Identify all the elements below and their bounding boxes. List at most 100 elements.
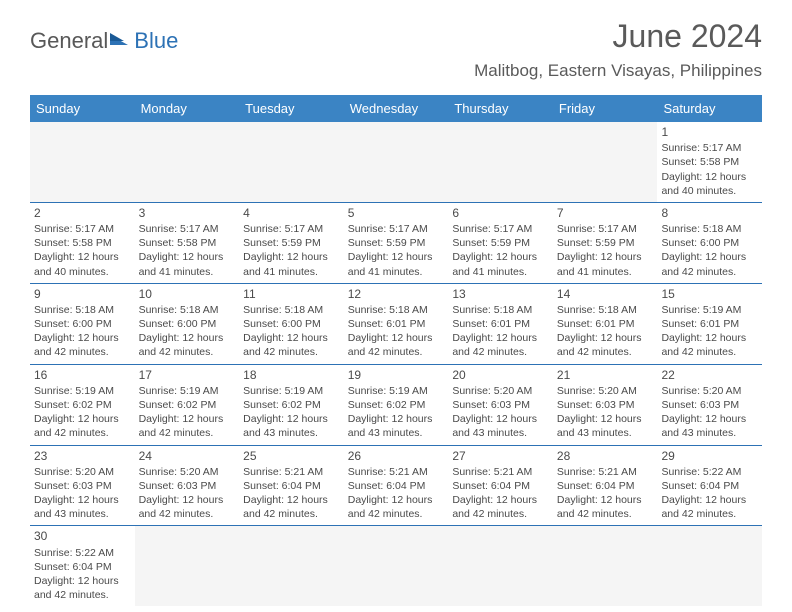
day-detail-day2: and 42 minutes. — [139, 507, 236, 521]
day-detail-sunrise: Sunrise: 5:18 AM — [139, 303, 236, 317]
title-block: June 2024 Malitbog, Eastern Visayas, Phi… — [474, 18, 762, 81]
day-detail-day2: and 42 minutes. — [243, 507, 340, 521]
day-detail-sunset: Sunset: 5:59 PM — [243, 236, 340, 250]
day-detail-sunrise: Sunrise: 5:21 AM — [348, 465, 445, 479]
calendar-cell: 14Sunrise: 5:18 AMSunset: 6:01 PMDayligh… — [553, 284, 658, 364]
calendar-cell-empty — [239, 526, 344, 606]
day-detail-day2: and 42 minutes. — [661, 507, 758, 521]
dayname-header: Sunday — [30, 95, 135, 122]
day-detail-sunset: Sunset: 6:04 PM — [557, 479, 654, 493]
day-detail-day1: Daylight: 12 hours — [452, 412, 549, 426]
day-detail-sunset: Sunset: 6:02 PM — [243, 398, 340, 412]
calendar-cell-empty — [239, 122, 344, 202]
calendar-cell-empty — [553, 122, 658, 202]
day-detail-day1: Daylight: 12 hours — [452, 331, 549, 345]
day-detail-sunset: Sunset: 6:02 PM — [34, 398, 131, 412]
calendar-cell: 25Sunrise: 5:21 AMSunset: 6:04 PMDayligh… — [239, 446, 344, 526]
calendar-cell: 21Sunrise: 5:20 AMSunset: 6:03 PMDayligh… — [553, 365, 658, 445]
day-detail-day1: Daylight: 12 hours — [139, 250, 236, 264]
calendar-cell: 26Sunrise: 5:21 AMSunset: 6:04 PMDayligh… — [344, 446, 449, 526]
calendar-cell: 16Sunrise: 5:19 AMSunset: 6:02 PMDayligh… — [30, 365, 135, 445]
day-detail-day2: and 40 minutes. — [661, 184, 758, 198]
day-number: 2 — [34, 205, 131, 221]
day-detail-day2: and 41 minutes. — [557, 265, 654, 279]
day-number: 21 — [557, 367, 654, 383]
dayname-header: Thursday — [448, 95, 553, 122]
day-detail-sunrise: Sunrise: 5:22 AM — [661, 465, 758, 479]
day-detail-sunrise: Sunrise: 5:21 AM — [452, 465, 549, 479]
calendar-header-row: SundayMondayTuesdayWednesdayThursdayFrid… — [30, 95, 762, 122]
calendar-cell: 6Sunrise: 5:17 AMSunset: 5:59 PMDaylight… — [448, 203, 553, 283]
day-detail-sunset: Sunset: 6:04 PM — [243, 479, 340, 493]
day-detail-sunset: Sunset: 6:01 PM — [661, 317, 758, 331]
calendar-cell: 9Sunrise: 5:18 AMSunset: 6:00 PMDaylight… — [30, 284, 135, 364]
calendar-cell: 8Sunrise: 5:18 AMSunset: 6:00 PMDaylight… — [657, 203, 762, 283]
day-number: 28 — [557, 448, 654, 464]
day-number: 17 — [139, 367, 236, 383]
day-detail-sunset: Sunset: 6:03 PM — [34, 479, 131, 493]
day-detail-sunset: Sunset: 6:03 PM — [661, 398, 758, 412]
day-number: 3 — [139, 205, 236, 221]
day-detail-day2: and 42 minutes. — [34, 588, 131, 602]
day-number: 5 — [348, 205, 445, 221]
day-detail-sunrise: Sunrise: 5:17 AM — [348, 222, 445, 236]
location-subtitle: Malitbog, Eastern Visayas, Philippines — [474, 61, 762, 81]
day-detail-sunset: Sunset: 6:00 PM — [661, 236, 758, 250]
day-detail-day1: Daylight: 12 hours — [34, 412, 131, 426]
day-number: 11 — [243, 286, 340, 302]
logo: GeneralBlue — [30, 18, 178, 54]
calendar-cell-empty — [135, 122, 240, 202]
day-detail-day1: Daylight: 12 hours — [661, 170, 758, 184]
day-detail-sunset: Sunset: 6:04 PM — [452, 479, 549, 493]
day-detail-day2: and 41 minutes. — [452, 265, 549, 279]
calendar-cell: 13Sunrise: 5:18 AMSunset: 6:01 PMDayligh… — [448, 284, 553, 364]
calendar-row: 30Sunrise: 5:22 AMSunset: 6:04 PMDayligh… — [30, 526, 762, 606]
day-detail-day1: Daylight: 12 hours — [452, 493, 549, 507]
calendar-cell: 30Sunrise: 5:22 AMSunset: 6:04 PMDayligh… — [30, 526, 135, 606]
day-number: 7 — [557, 205, 654, 221]
calendar-cell: 11Sunrise: 5:18 AMSunset: 6:00 PMDayligh… — [239, 284, 344, 364]
day-detail-sunrise: Sunrise: 5:18 AM — [557, 303, 654, 317]
calendar-cell-empty — [657, 526, 762, 606]
calendar-cell: 4Sunrise: 5:17 AMSunset: 5:59 PMDaylight… — [239, 203, 344, 283]
day-detail-day1: Daylight: 12 hours — [661, 331, 758, 345]
day-number: 15 — [661, 286, 758, 302]
day-detail-day1: Daylight: 12 hours — [348, 493, 445, 507]
day-detail-day1: Daylight: 12 hours — [34, 493, 131, 507]
day-detail-sunrise: Sunrise: 5:19 AM — [34, 384, 131, 398]
calendar-cell: 17Sunrise: 5:19 AMSunset: 6:02 PMDayligh… — [135, 365, 240, 445]
day-detail-sunset: Sunset: 6:01 PM — [557, 317, 654, 331]
day-detail-day2: and 42 minutes. — [34, 426, 131, 440]
day-detail-day1: Daylight: 12 hours — [34, 250, 131, 264]
calendar-cell-empty — [344, 526, 449, 606]
day-detail-sunset: Sunset: 5:58 PM — [139, 236, 236, 250]
day-detail-day2: and 41 minutes. — [243, 265, 340, 279]
day-detail-day1: Daylight: 12 hours — [661, 493, 758, 507]
day-detail-day2: and 42 minutes. — [139, 345, 236, 359]
day-detail-sunset: Sunset: 5:59 PM — [452, 236, 549, 250]
day-detail-sunset: Sunset: 6:01 PM — [348, 317, 445, 331]
day-number: 20 — [452, 367, 549, 383]
day-detail-day2: and 40 minutes. — [34, 265, 131, 279]
day-number: 14 — [557, 286, 654, 302]
calendar-row: 2Sunrise: 5:17 AMSunset: 5:58 PMDaylight… — [30, 203, 762, 284]
dayname-header: Monday — [135, 95, 240, 122]
day-number: 24 — [139, 448, 236, 464]
day-detail-day1: Daylight: 12 hours — [243, 331, 340, 345]
day-number: 22 — [661, 367, 758, 383]
day-detail-sunset: Sunset: 6:02 PM — [139, 398, 236, 412]
calendar-cell: 27Sunrise: 5:21 AMSunset: 6:04 PMDayligh… — [448, 446, 553, 526]
day-detail-day2: and 41 minutes. — [348, 265, 445, 279]
dayname-header: Wednesday — [344, 95, 449, 122]
calendar-cell: 5Sunrise: 5:17 AMSunset: 5:59 PMDaylight… — [344, 203, 449, 283]
day-detail-sunset: Sunset: 6:00 PM — [139, 317, 236, 331]
flag-icon — [110, 33, 132, 49]
day-detail-sunset: Sunset: 6:04 PM — [348, 479, 445, 493]
dayname-header: Tuesday — [239, 95, 344, 122]
day-detail-sunrise: Sunrise: 5:20 AM — [34, 465, 131, 479]
day-detail-day2: and 42 minutes. — [557, 507, 654, 521]
day-number: 1 — [661, 124, 758, 140]
day-detail-sunset: Sunset: 5:58 PM — [661, 155, 758, 169]
day-number: 30 — [34, 528, 131, 544]
day-detail-sunrise: Sunrise: 5:18 AM — [348, 303, 445, 317]
